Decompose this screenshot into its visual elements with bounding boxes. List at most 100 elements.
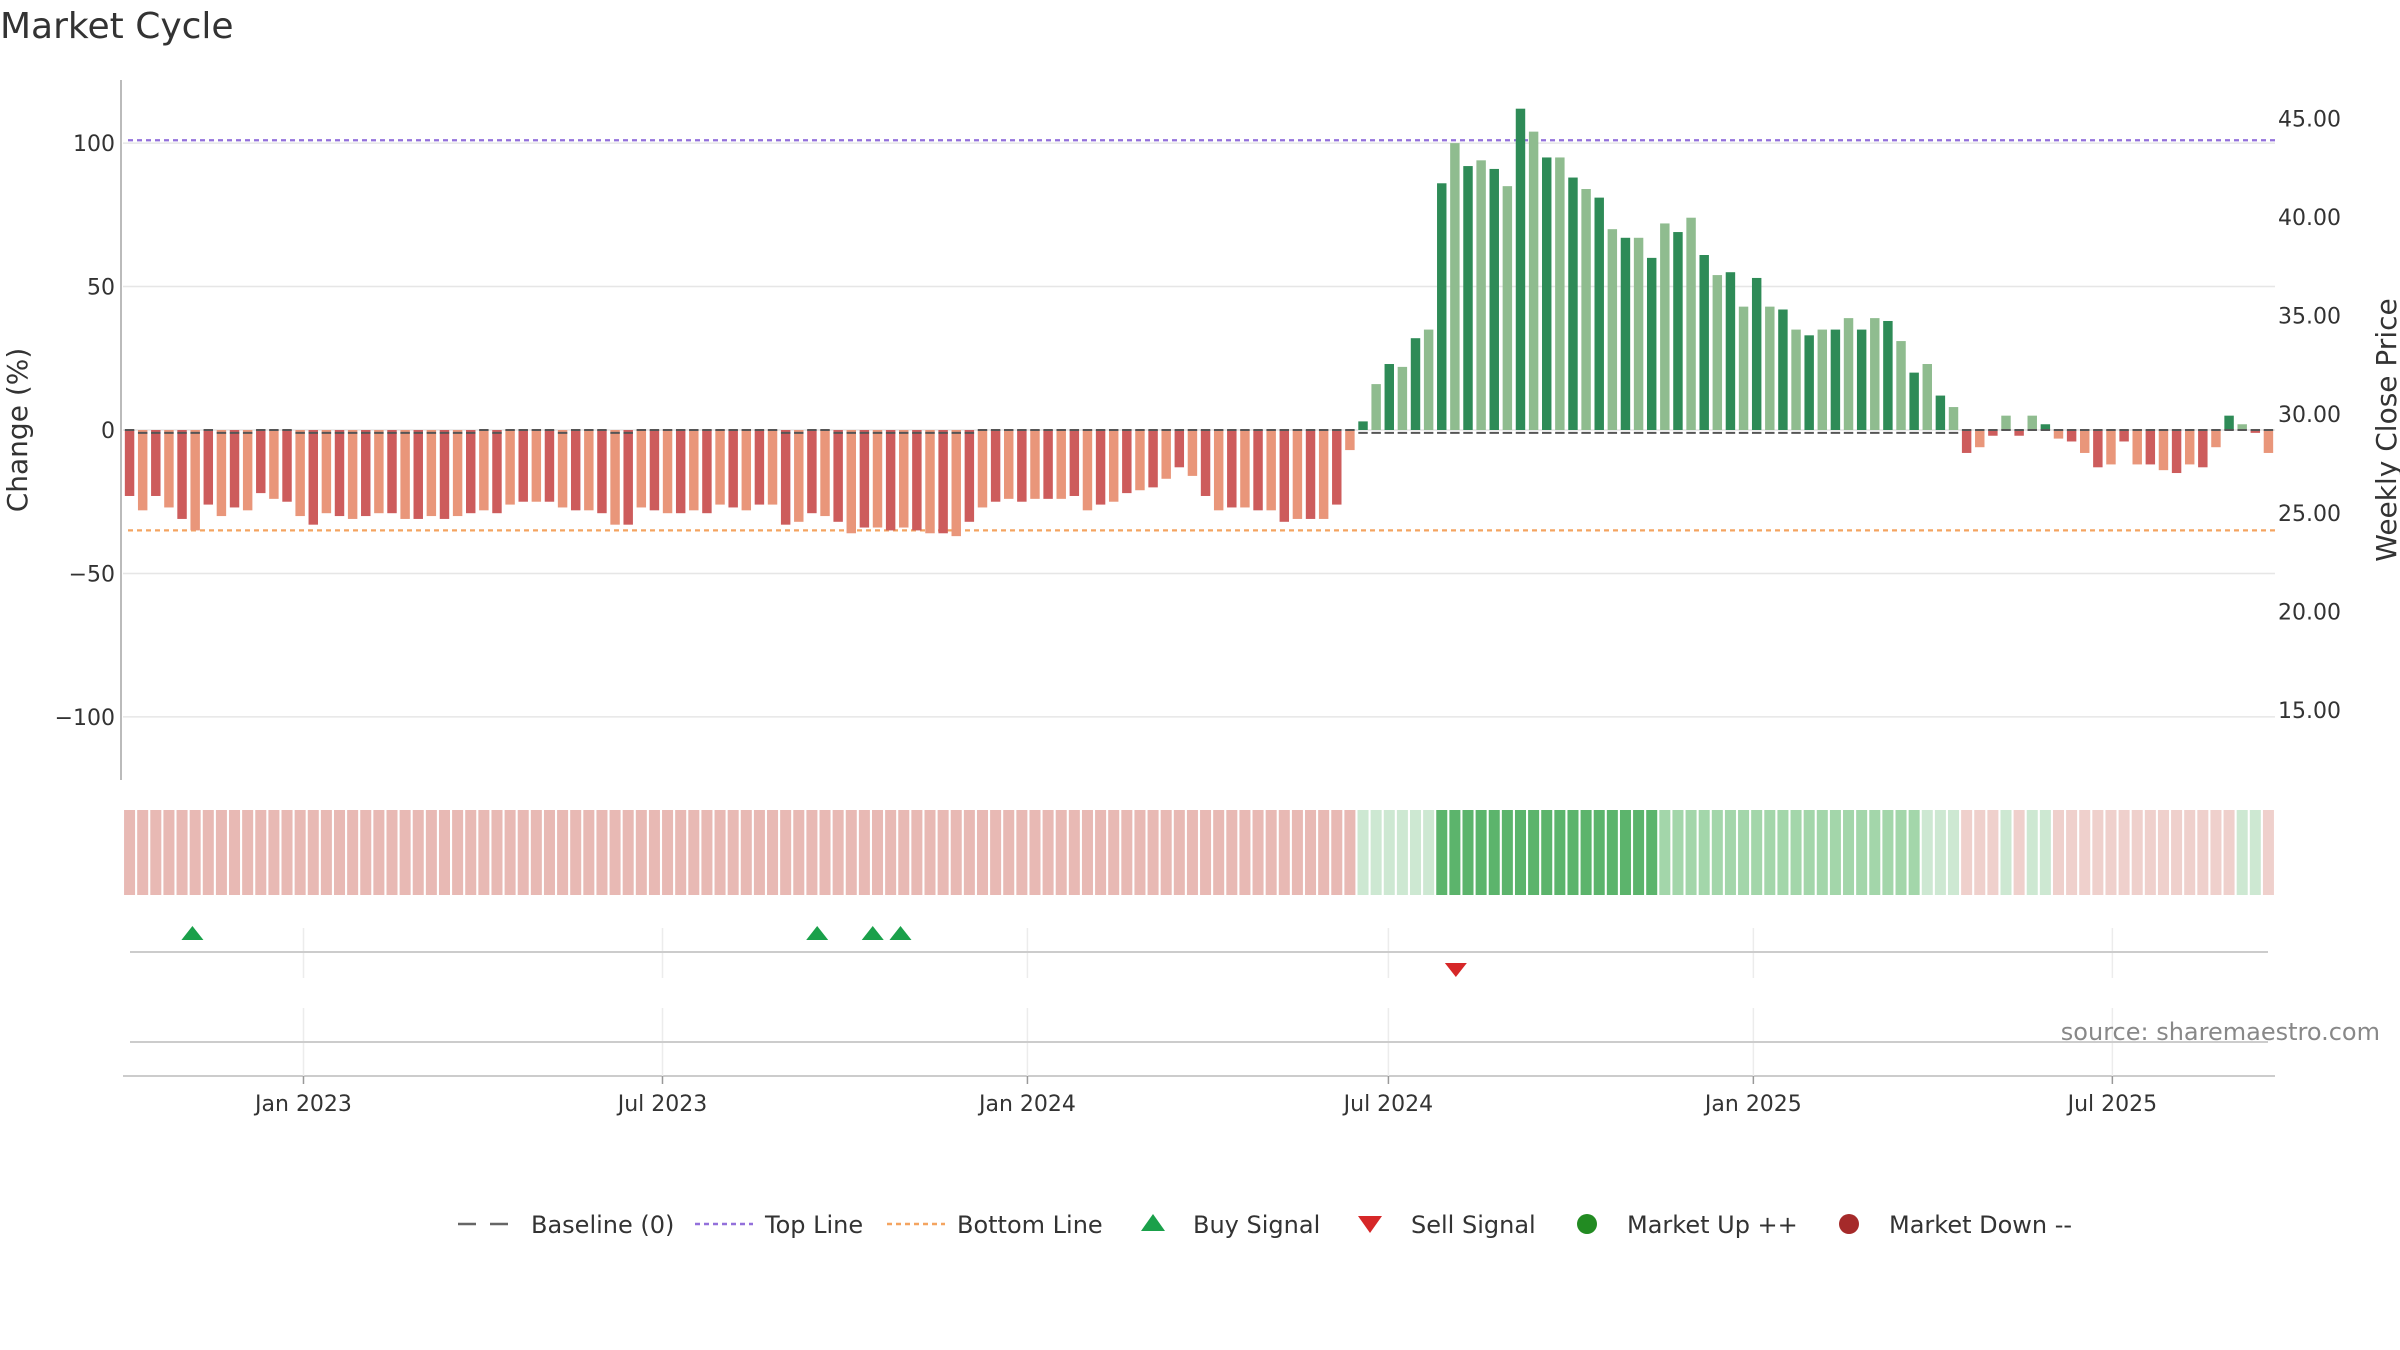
y-right-tick-label: 45.00 <box>2278 107 2341 132</box>
buy-signal-marker <box>181 926 204 940</box>
regime-band-cell <box>1501 810 1513 895</box>
y-left-tick-label: −100 <box>55 706 115 731</box>
change-bar <box>1778 309 1788 430</box>
regime-band-cell <box>281 810 293 895</box>
change-bar <box>190 430 200 531</box>
change-bar <box>439 430 450 519</box>
change-bar <box>1004 430 1014 499</box>
change-bar <box>636 430 647 508</box>
regime-band-cell <box>1081 810 1093 895</box>
change-bar <box>1450 143 1460 431</box>
x-tick-label: Jan 2024 <box>977 1092 1076 1117</box>
change-bar <box>885 430 896 531</box>
change-bar <box>242 430 253 511</box>
change-bar <box>1883 320 1893 430</box>
change-bar <box>1542 157 1552 430</box>
change-bar <box>1594 197 1604 430</box>
regime-band-cell <box>1147 810 1159 895</box>
regime-band-cell <box>334 810 346 895</box>
regime-band-cell <box>1108 810 1120 895</box>
regime-band-cell <box>438 810 450 895</box>
regime-band-cell <box>740 810 752 895</box>
regime-band-cell <box>1239 810 1251 895</box>
regime-band-cell <box>530 810 542 895</box>
regime-band-cell <box>478 810 490 895</box>
regime-band-cell <box>2131 810 2143 895</box>
change-bar <box>2132 430 2142 465</box>
regime-band-cell <box>2210 810 2222 895</box>
regime-band-cell <box>2171 810 2183 895</box>
regime-band-cell <box>753 810 765 895</box>
change-bar <box>1843 318 1854 430</box>
change-bar <box>164 430 174 508</box>
change-bar <box>1043 430 1053 499</box>
regime-band-cell <box>163 810 175 895</box>
change-bar <box>964 430 975 522</box>
legend-label: Market Down -- <box>1889 1211 2072 1239</box>
regime-band-cell <box>2066 810 2078 895</box>
change-bar <box>1856 329 1867 430</box>
change-bar <box>1791 329 1801 430</box>
y-left-tick-label: 50 <box>87 276 115 301</box>
regime-band-cell <box>137 810 149 895</box>
change-bar <box>2001 415 2011 430</box>
regime-band-cell <box>1357 810 1369 895</box>
change-bar <box>1738 306 1749 430</box>
change-bar <box>938 430 948 534</box>
change-bar <box>1305 430 1316 519</box>
y-right-tick-label: 15.00 <box>2278 699 2341 724</box>
regime-band-cell <box>1383 810 1395 895</box>
change-bar <box>137 430 148 511</box>
change-bar <box>2119 430 2129 442</box>
regime-band-cell <box>2223 810 2235 895</box>
change-bar <box>1135 430 1145 491</box>
regime-band-cell <box>2197 810 2209 895</box>
regime-band-cell <box>1134 810 1146 895</box>
regime-band-cell <box>845 810 857 895</box>
regime-band-cell <box>2052 810 2064 895</box>
change-bar <box>1830 329 1841 430</box>
change-bar <box>2014 430 2024 436</box>
change-bar <box>1292 430 1303 519</box>
regime-band-cell <box>2013 810 2025 895</box>
regime-band-cell <box>1856 810 1868 895</box>
legend: Baseline (0) Top Line Bottom Line Buy Signa… <box>458 1211 2072 1239</box>
regime-band-cell <box>307 810 319 895</box>
regime-band-cell <box>963 810 975 895</box>
change-bar <box>675 430 686 514</box>
change-bar <box>1476 160 1486 430</box>
change-bar <box>623 430 633 525</box>
legend-label: Market Up ++ <box>1627 1211 1798 1239</box>
regime-band-cell <box>504 810 516 895</box>
regime-band-cell <box>570 810 582 895</box>
change-bar <box>1174 430 1185 468</box>
regime-band-cell <box>1554 810 1566 895</box>
change-bar <box>1633 237 1644 430</box>
change-bar <box>570 430 581 511</box>
change-bar <box>807 430 817 514</box>
regime-band-cell <box>1764 810 1776 895</box>
regime-band-cell <box>1029 810 1041 895</box>
change-bar <box>1975 430 1985 448</box>
change-bar <box>1437 183 1447 430</box>
regime-band-cell <box>268 810 280 895</box>
y-left-tick-label: 0 <box>101 419 115 444</box>
regime-band-cell <box>412 810 424 895</box>
change-bar <box>2250 430 2261 433</box>
regime-band-cell <box>2092 810 2104 895</box>
regime-band-cell <box>1278 810 1290 895</box>
change-bar <box>151 430 161 496</box>
change-bar <box>1673 232 1683 430</box>
change-bar <box>2027 415 2037 430</box>
change-bar <box>833 430 843 522</box>
regime-band-cell <box>1738 810 1750 895</box>
change-bar <box>1240 430 1250 508</box>
change-bar <box>308 430 318 525</box>
regime-band-cell <box>1751 810 1763 895</box>
regime-band-cell <box>1121 810 1133 895</box>
regime-band-cell <box>1724 810 1736 895</box>
change-bar <box>1161 430 1171 479</box>
regime-band-cell <box>2079 810 2091 895</box>
change-bar <box>820 430 830 517</box>
